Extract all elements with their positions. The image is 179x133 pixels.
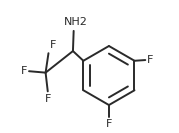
Text: F: F: [50, 40, 56, 50]
Text: F: F: [21, 66, 28, 76]
Text: F: F: [106, 119, 112, 129]
Text: NH2: NH2: [64, 17, 88, 27]
Text: F: F: [147, 55, 153, 65]
Text: F: F: [45, 94, 52, 104]
